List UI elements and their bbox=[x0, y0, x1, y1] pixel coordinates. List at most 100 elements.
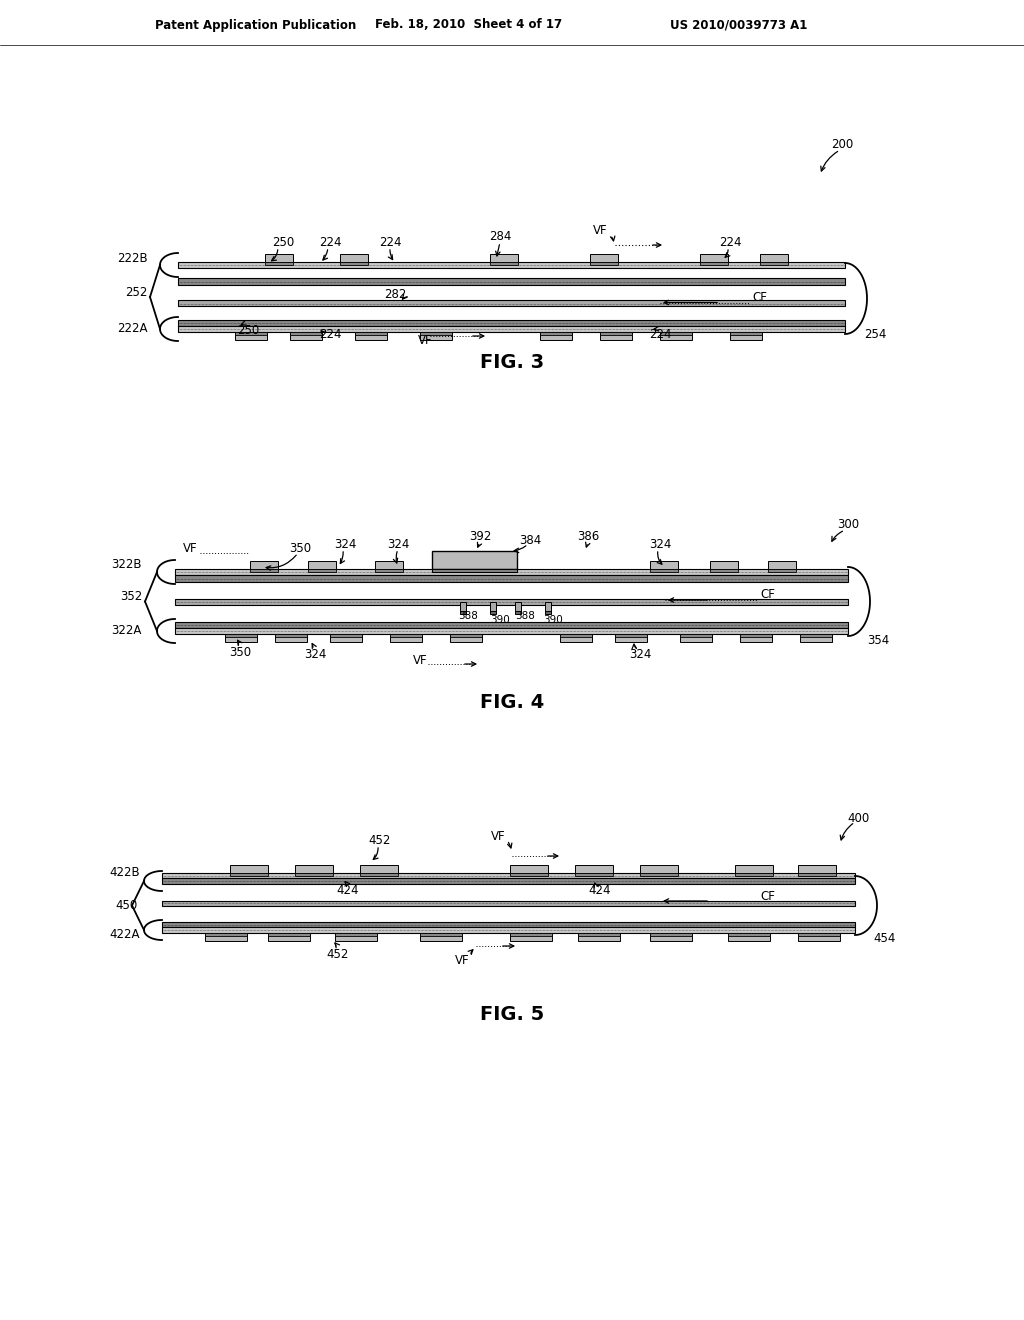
Bar bbox=[730, 333, 762, 341]
Bar bbox=[450, 634, 482, 638]
Bar bbox=[490, 261, 518, 265]
Bar bbox=[230, 873, 268, 876]
Bar bbox=[575, 873, 613, 876]
Bar bbox=[768, 561, 796, 569]
Text: FIG. 3: FIG. 3 bbox=[480, 352, 544, 371]
Text: 324: 324 bbox=[629, 648, 651, 660]
Bar bbox=[175, 599, 848, 605]
Bar bbox=[730, 333, 762, 335]
Text: Feb. 18, 2010  Sheet 4 of 17: Feb. 18, 2010 Sheet 4 of 17 bbox=[375, 18, 562, 32]
Text: 384: 384 bbox=[519, 533, 541, 546]
Bar bbox=[265, 261, 293, 265]
Bar bbox=[710, 569, 738, 572]
Bar bbox=[162, 878, 855, 884]
Bar bbox=[335, 933, 377, 941]
Bar bbox=[178, 319, 845, 326]
Text: 200: 200 bbox=[830, 139, 853, 152]
Bar bbox=[650, 933, 692, 936]
Text: 224: 224 bbox=[719, 236, 741, 249]
Bar bbox=[250, 569, 278, 572]
Text: 350: 350 bbox=[289, 543, 311, 556]
Bar bbox=[540, 333, 572, 341]
Bar bbox=[545, 611, 551, 614]
Bar bbox=[225, 634, 257, 642]
Bar bbox=[650, 561, 678, 569]
Text: VF: VF bbox=[490, 829, 505, 842]
Bar bbox=[728, 933, 770, 941]
Bar bbox=[175, 628, 848, 634]
Bar bbox=[490, 253, 518, 261]
Bar bbox=[660, 333, 692, 341]
Text: 250: 250 bbox=[272, 236, 294, 249]
Text: 222B: 222B bbox=[118, 252, 148, 264]
Text: Patent Application Publication: Patent Application Publication bbox=[155, 18, 356, 32]
Bar bbox=[340, 253, 368, 261]
Bar bbox=[800, 634, 831, 638]
Bar bbox=[162, 873, 855, 878]
Bar bbox=[575, 865, 613, 873]
Bar bbox=[798, 933, 840, 936]
Bar bbox=[295, 865, 333, 873]
Bar bbox=[420, 333, 452, 341]
Bar bbox=[178, 326, 845, 333]
Text: 422A: 422A bbox=[110, 928, 140, 941]
Bar bbox=[490, 611, 496, 614]
Bar bbox=[420, 933, 462, 936]
Text: CF: CF bbox=[753, 290, 767, 304]
Bar bbox=[178, 300, 845, 305]
Bar bbox=[234, 333, 267, 335]
Bar bbox=[660, 333, 692, 335]
Bar bbox=[490, 602, 496, 612]
Bar bbox=[768, 569, 796, 572]
Bar bbox=[375, 561, 403, 569]
Bar bbox=[162, 902, 855, 906]
Bar bbox=[600, 333, 632, 335]
Bar bbox=[798, 865, 836, 873]
Text: 254: 254 bbox=[864, 329, 886, 342]
Text: 422B: 422B bbox=[110, 866, 140, 879]
Bar bbox=[225, 634, 257, 638]
Text: US 2010/0039773 A1: US 2010/0039773 A1 bbox=[670, 18, 807, 32]
Text: 390: 390 bbox=[490, 615, 510, 624]
Text: 454: 454 bbox=[873, 932, 896, 945]
Bar bbox=[162, 927, 855, 933]
Text: 282: 282 bbox=[384, 288, 407, 301]
Bar bbox=[308, 561, 336, 569]
Bar bbox=[460, 611, 466, 614]
Bar bbox=[205, 933, 247, 936]
Bar bbox=[360, 865, 398, 873]
Text: 350: 350 bbox=[229, 645, 251, 659]
Bar bbox=[798, 873, 836, 876]
Bar bbox=[560, 634, 592, 642]
Bar bbox=[515, 611, 521, 614]
Text: VF: VF bbox=[418, 334, 432, 346]
Bar bbox=[375, 569, 403, 572]
Bar bbox=[700, 253, 728, 261]
Bar bbox=[740, 634, 772, 638]
Bar bbox=[760, 261, 788, 265]
Bar bbox=[615, 634, 647, 642]
Bar bbox=[450, 634, 482, 642]
Bar bbox=[175, 576, 848, 582]
Text: 354: 354 bbox=[867, 635, 889, 648]
Bar bbox=[600, 333, 632, 341]
Text: 284: 284 bbox=[488, 231, 511, 243]
Bar bbox=[510, 873, 548, 876]
Text: 452: 452 bbox=[369, 833, 391, 846]
Bar bbox=[590, 261, 618, 265]
Bar bbox=[680, 634, 712, 642]
Bar bbox=[728, 933, 770, 936]
Bar bbox=[295, 873, 333, 876]
Bar bbox=[798, 933, 840, 941]
Bar bbox=[590, 253, 618, 261]
Bar bbox=[540, 333, 572, 335]
Bar bbox=[700, 261, 728, 265]
Bar bbox=[760, 253, 788, 261]
Text: 390: 390 bbox=[543, 615, 563, 624]
Bar bbox=[205, 933, 247, 941]
Bar bbox=[640, 865, 678, 873]
Bar bbox=[330, 634, 362, 638]
Bar bbox=[735, 865, 773, 873]
Bar bbox=[268, 933, 310, 936]
Text: 386: 386 bbox=[577, 531, 599, 544]
